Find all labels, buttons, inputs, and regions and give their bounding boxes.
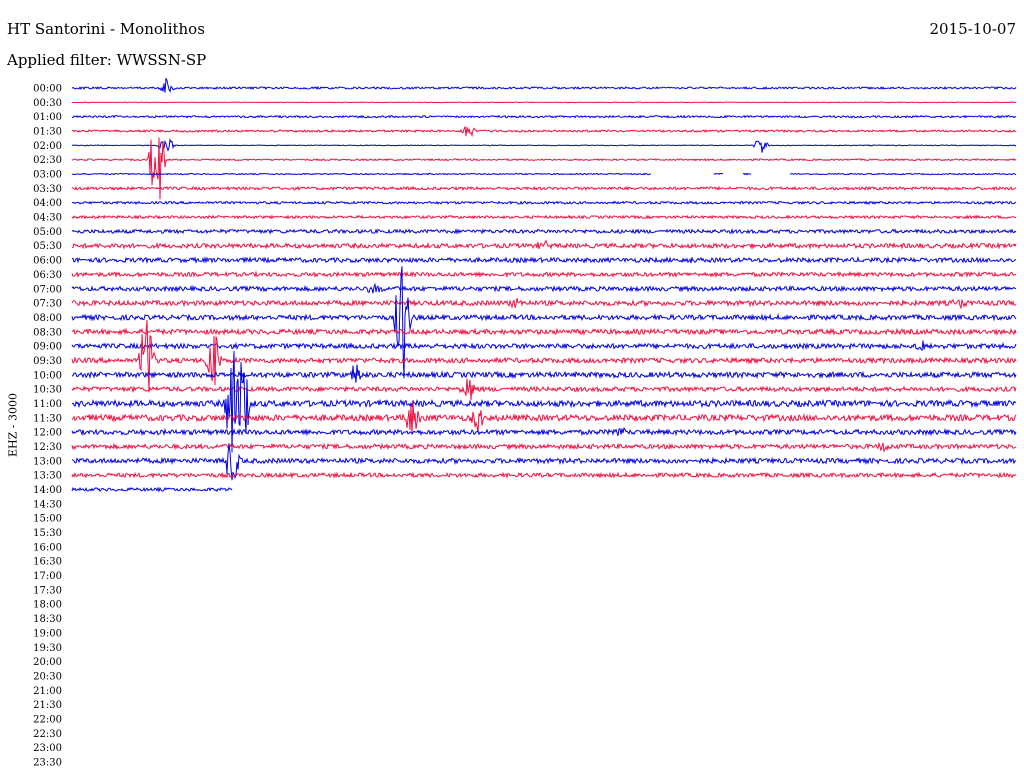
trace-row-06:00 — [71, 256, 1017, 265]
tick-label: 01:30 — [33, 127, 62, 138]
seismogram-traces — [71, 78, 1017, 493]
trace-row-01:00 — [71, 114, 1017, 119]
tick-label: 16:30 — [33, 557, 62, 568]
trace-row-02:30 — [71, 137, 1017, 200]
station-title: HT Santorini - Monolithos — [7, 20, 205, 38]
tick-label: 17:00 — [33, 571, 62, 582]
tick-label: 18:00 — [33, 600, 62, 611]
tick-label: 07:00 — [33, 284, 62, 295]
tick-label: 19:30 — [33, 643, 62, 654]
trace-row-10:00 — [71, 364, 1017, 383]
trace-row-11:00 — [71, 351, 1017, 453]
trace-row-09:30 — [71, 319, 1017, 393]
trace-row-07:30 — [71, 297, 1017, 310]
trace-row-13:30 — [71, 471, 1017, 479]
tick-label: 12:00 — [33, 428, 62, 439]
time-tick-labels: 00:00 00:30 01:00 01:30 02:00 02:30 03:00 03:30… — [33, 84, 62, 769]
tick-label: 00:30 — [33, 98, 62, 109]
tick-label: 08:30 — [33, 327, 62, 338]
trace-row-09:00 — [71, 340, 1017, 352]
tick-label: 14:00 — [33, 485, 62, 496]
tick-label: 15:00 — [33, 514, 62, 525]
filter-label: Applied filter: WWSSN-SP — [7, 51, 207, 69]
trace-row-08:00 — [71, 266, 1017, 379]
tick-label: 04:30 — [33, 213, 62, 224]
tick-label: 15:30 — [33, 528, 62, 539]
trace-row-07:00 — [71, 282, 1017, 294]
trace-row-04:00 — [71, 200, 1017, 205]
tick-label: 19:00 — [33, 628, 62, 639]
trace-row-13:00 — [71, 443, 1017, 481]
trace-row-05:30 — [71, 239, 1017, 250]
trace-row-12:30 — [71, 441, 1017, 452]
tick-label: 08:00 — [33, 313, 62, 324]
tick-label: 00:00 — [33, 84, 62, 95]
tick-label: 13:30 — [33, 471, 62, 482]
tick-label: 22:00 — [33, 714, 62, 725]
trace-row-10:30 — [71, 378, 1017, 401]
tick-label: 09:00 — [33, 342, 62, 353]
tick-label: 06:00 — [33, 256, 62, 267]
trace-row-11:30 — [71, 401, 1017, 436]
tick-label: 02:00 — [33, 141, 62, 152]
trace-row-04:30 — [71, 214, 1017, 220]
tick-label: 20:30 — [33, 671, 62, 682]
tick-label: 14:30 — [33, 499, 62, 510]
tick-label: 03:30 — [33, 184, 62, 195]
tick-label: 03:00 — [33, 170, 62, 181]
tick-label: 16:00 — [33, 542, 62, 553]
tick-label: 17:30 — [33, 585, 62, 596]
tick-label: 11:00 — [33, 399, 62, 410]
tick-label: 22:30 — [33, 729, 62, 740]
tick-label: 05:30 — [33, 241, 62, 252]
tick-label: 04:00 — [33, 198, 62, 209]
tick-label: 23:30 — [33, 757, 62, 768]
tick-label: 07:30 — [33, 299, 62, 310]
date-label: 2015-10-07 — [929, 20, 1016, 38]
trace-row-01:30 — [71, 126, 1017, 138]
trace-row-12:00 — [71, 427, 1017, 437]
tick-label: 10:00 — [33, 370, 62, 381]
tick-label: 21:00 — [33, 686, 62, 697]
tick-label: 12:30 — [33, 442, 62, 453]
trace-row-00:00 — [71, 78, 1017, 94]
trace-row-06:30 — [71, 270, 1017, 279]
tick-label: 09:30 — [33, 356, 62, 367]
tick-label: 13:00 — [33, 456, 62, 467]
tick-label: 21:30 — [33, 700, 62, 711]
trace-row-14:00 — [71, 486, 233, 493]
tick-label: 23:00 — [33, 743, 62, 754]
trace-row-03:30 — [71, 185, 1017, 192]
tick-label: 05:00 — [33, 227, 62, 238]
tick-label: 18:30 — [33, 614, 62, 625]
trace-row-00:30 — [71, 101, 1016, 104]
tick-label: 20:00 — [33, 657, 62, 668]
tick-label: 10:30 — [33, 385, 62, 396]
trace-row-08:30 — [71, 327, 1017, 337]
trace-row-02:00 — [71, 138, 1017, 153]
tick-label: 11:30 — [33, 413, 62, 424]
tick-label: 06:30 — [33, 270, 62, 281]
trace-row-03:00 — [71, 172, 1017, 176]
tick-label: 02:30 — [33, 155, 62, 166]
trace-row-05:00 — [71, 227, 1017, 235]
tick-label: 01:00 — [33, 112, 62, 123]
